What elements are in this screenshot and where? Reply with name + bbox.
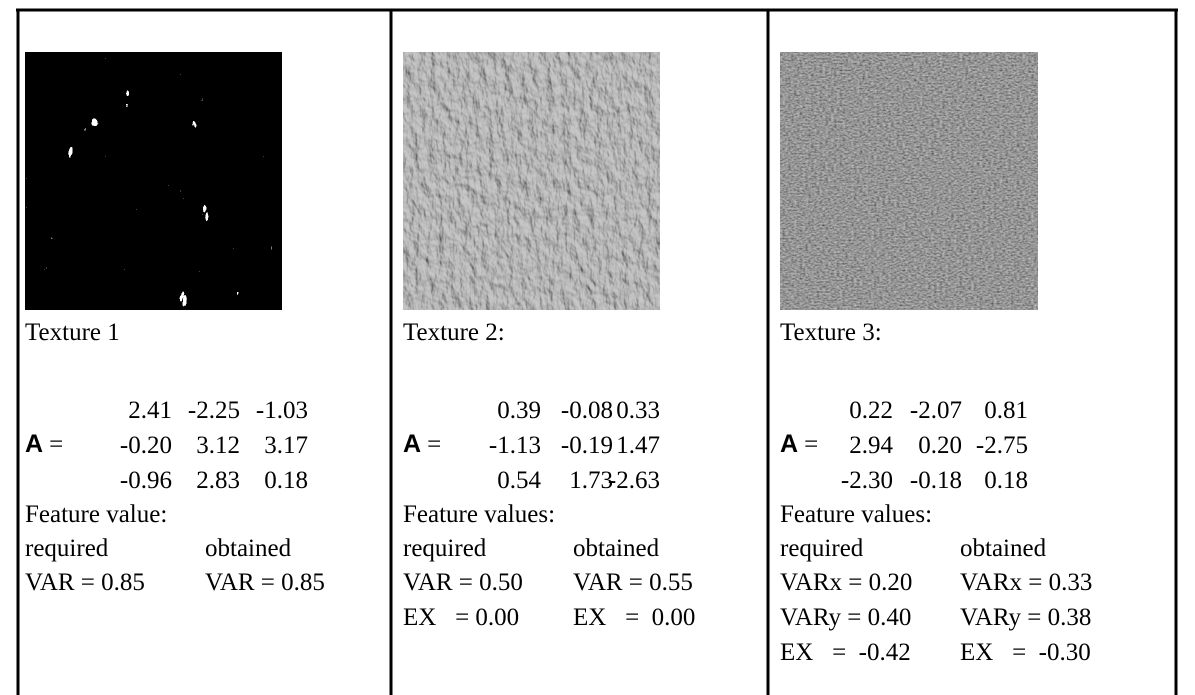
- matrix-cell: 0.18: [984, 467, 1028, 494]
- matrix-symbol: A: [780, 430, 798, 458]
- caption: Texture 3:: [780, 319, 882, 346]
- matrix-cell: 0.22: [849, 397, 893, 424]
- matrix-cell: -0.08: [561, 397, 613, 424]
- matrix-cell: -1.03: [256, 397, 308, 424]
- matrix-cell: 0.54: [497, 467, 541, 494]
- matrix-cell: -1.13: [489, 432, 541, 459]
- matrix-label: A=: [780, 430, 818, 458]
- feature-value: VARx = 0.33: [960, 569, 1092, 596]
- texture-image: [25, 52, 282, 310]
- column-header: obtained: [573, 535, 660, 562]
- feature-heading: Feature values:: [403, 501, 555, 528]
- matrix-eq: =: [49, 431, 63, 458]
- matrix-cell: 0.20: [918, 432, 962, 459]
- matrix-cell: -0.19: [561, 432, 613, 459]
- matrix-eq: =: [804, 431, 818, 458]
- feature-value: VAR = 0.85: [25, 569, 145, 596]
- feature-value: EX = -0.30: [960, 639, 1091, 666]
- matrix-cell: -0.18: [910, 467, 962, 494]
- matrix-cell: 0.39: [497, 397, 541, 424]
- feature-value: VARy = 0.40: [780, 604, 911, 631]
- matrix-cell: -0.96: [120, 467, 172, 494]
- column-header: obtained: [960, 535, 1047, 562]
- column-header: obtained: [205, 535, 292, 562]
- column-header: required: [403, 535, 487, 562]
- matrix-cell: -2.25: [188, 397, 240, 424]
- matrix-cell: -2.07: [910, 397, 962, 424]
- feature-value: VARx = 0.20: [780, 569, 912, 596]
- feature-heading: Feature value:: [25, 501, 167, 528]
- matrix-eq: =: [427, 431, 441, 458]
- matrix-symbol: A: [403, 430, 421, 458]
- matrix-cell: 0.18: [264, 467, 308, 494]
- matrix-symbol: A: [25, 430, 43, 458]
- matrix-cell: 2.41: [128, 397, 172, 424]
- caption: Texture 1: [25, 319, 120, 346]
- column-header: required: [780, 535, 864, 562]
- feature-value: EX = -0.42: [780, 639, 911, 666]
- texture-image: [403, 52, 660, 310]
- feature-value: VARy = 0.38: [960, 604, 1091, 631]
- caption: Texture 2:: [403, 319, 505, 346]
- matrix-cell: 2.94: [849, 432, 893, 459]
- document: Texture 1A=2.41-2.25-1.03-0.203.123.17-0…: [0, 0, 1195, 695]
- matrix-cell: -2.75: [976, 432, 1028, 459]
- matrix-cell: 1.47: [616, 432, 660, 459]
- matrix-cell: 0.33: [616, 397, 660, 424]
- feature-value: EX = 0.00: [573, 604, 695, 631]
- matrix-cell: 0.81: [984, 397, 1028, 424]
- matrix-label: A=: [25, 430, 63, 458]
- feature-value: VAR = 0.50: [403, 569, 523, 596]
- matrix-cell: -2.63: [608, 467, 660, 494]
- matrix-cell: -0.20: [120, 432, 172, 459]
- feature-value: EX = 0.00: [403, 604, 519, 631]
- matrix-label: A=: [403, 430, 441, 458]
- feature-heading: Feature values:: [780, 501, 932, 528]
- matrix-cell: 1.73: [569, 467, 613, 494]
- matrix-cell: 3.17: [264, 432, 308, 459]
- texture-image: [780, 52, 1038, 310]
- matrix-cell: 2.83: [196, 467, 240, 494]
- column-header: required: [25, 535, 109, 562]
- feature-value: VAR = 0.55: [573, 569, 693, 596]
- matrix-cell: 3.12: [196, 432, 240, 459]
- matrix-cell: -2.30: [841, 467, 893, 494]
- feature-value: VAR = 0.85: [205, 569, 325, 596]
